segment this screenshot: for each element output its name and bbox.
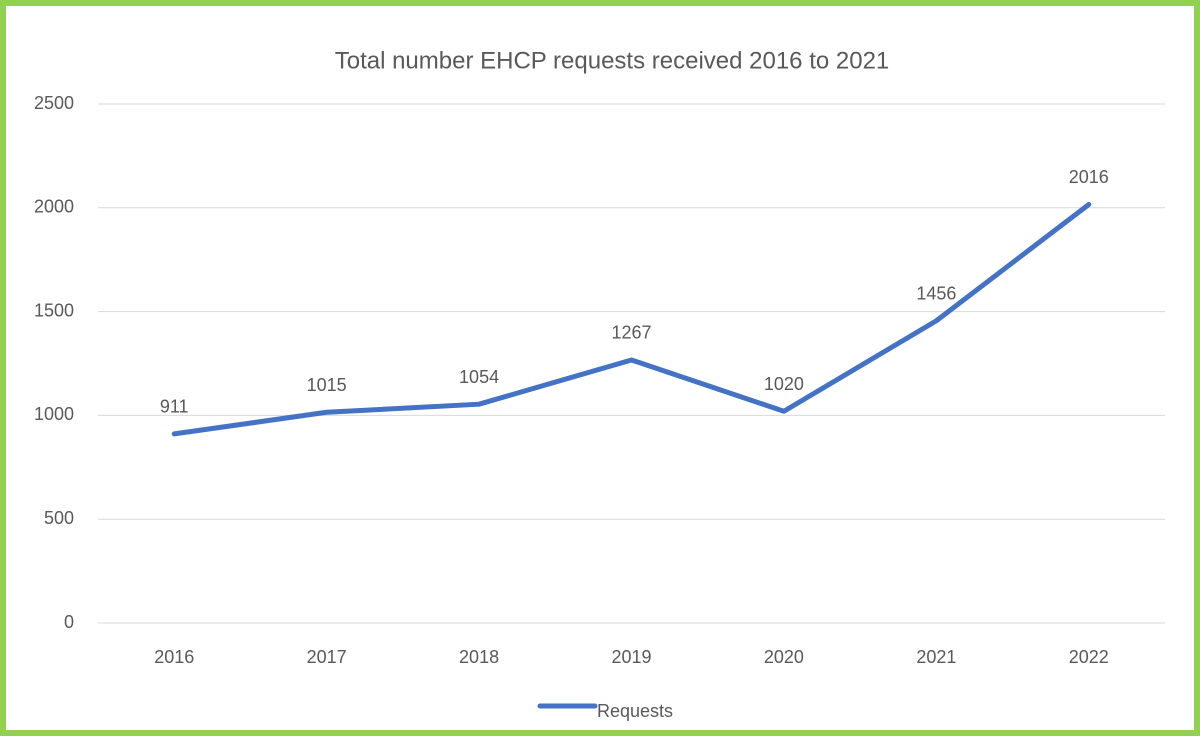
chart-title: Total number EHCP requests received 2016… <box>335 47 890 74</box>
data-label: 2016 <box>1069 167 1109 187</box>
data-label: 1456 <box>916 283 956 303</box>
y-tick-label: 500 <box>44 508 74 528</box>
x-tick-label: 2018 <box>459 647 499 667</box>
y-tick-label: 2500 <box>34 93 74 113</box>
x-tick-label: 2017 <box>307 647 347 667</box>
x-tick-label: 2016 <box>154 647 194 667</box>
data-label: 1020 <box>764 374 804 394</box>
legend-label: Requests <box>597 701 673 721</box>
y-tick-label: 2000 <box>34 197 74 217</box>
y-tick-label: 1000 <box>34 404 74 424</box>
data-label: 1267 <box>611 323 651 343</box>
y-tick-label: 0 <box>64 612 74 632</box>
data-label: 911 <box>160 397 189 417</box>
x-tick-label: 2021 <box>916 647 956 667</box>
x-tick-label: 2019 <box>611 647 651 667</box>
x-tick-label: 2020 <box>764 647 804 667</box>
x-tick-label: 2022 <box>1069 647 1109 667</box>
data-label: 1054 <box>459 367 499 387</box>
data-label: 1015 <box>307 375 347 395</box>
series-line <box>171 201 1092 437</box>
y-tick-label: 1500 <box>34 300 74 320</box>
